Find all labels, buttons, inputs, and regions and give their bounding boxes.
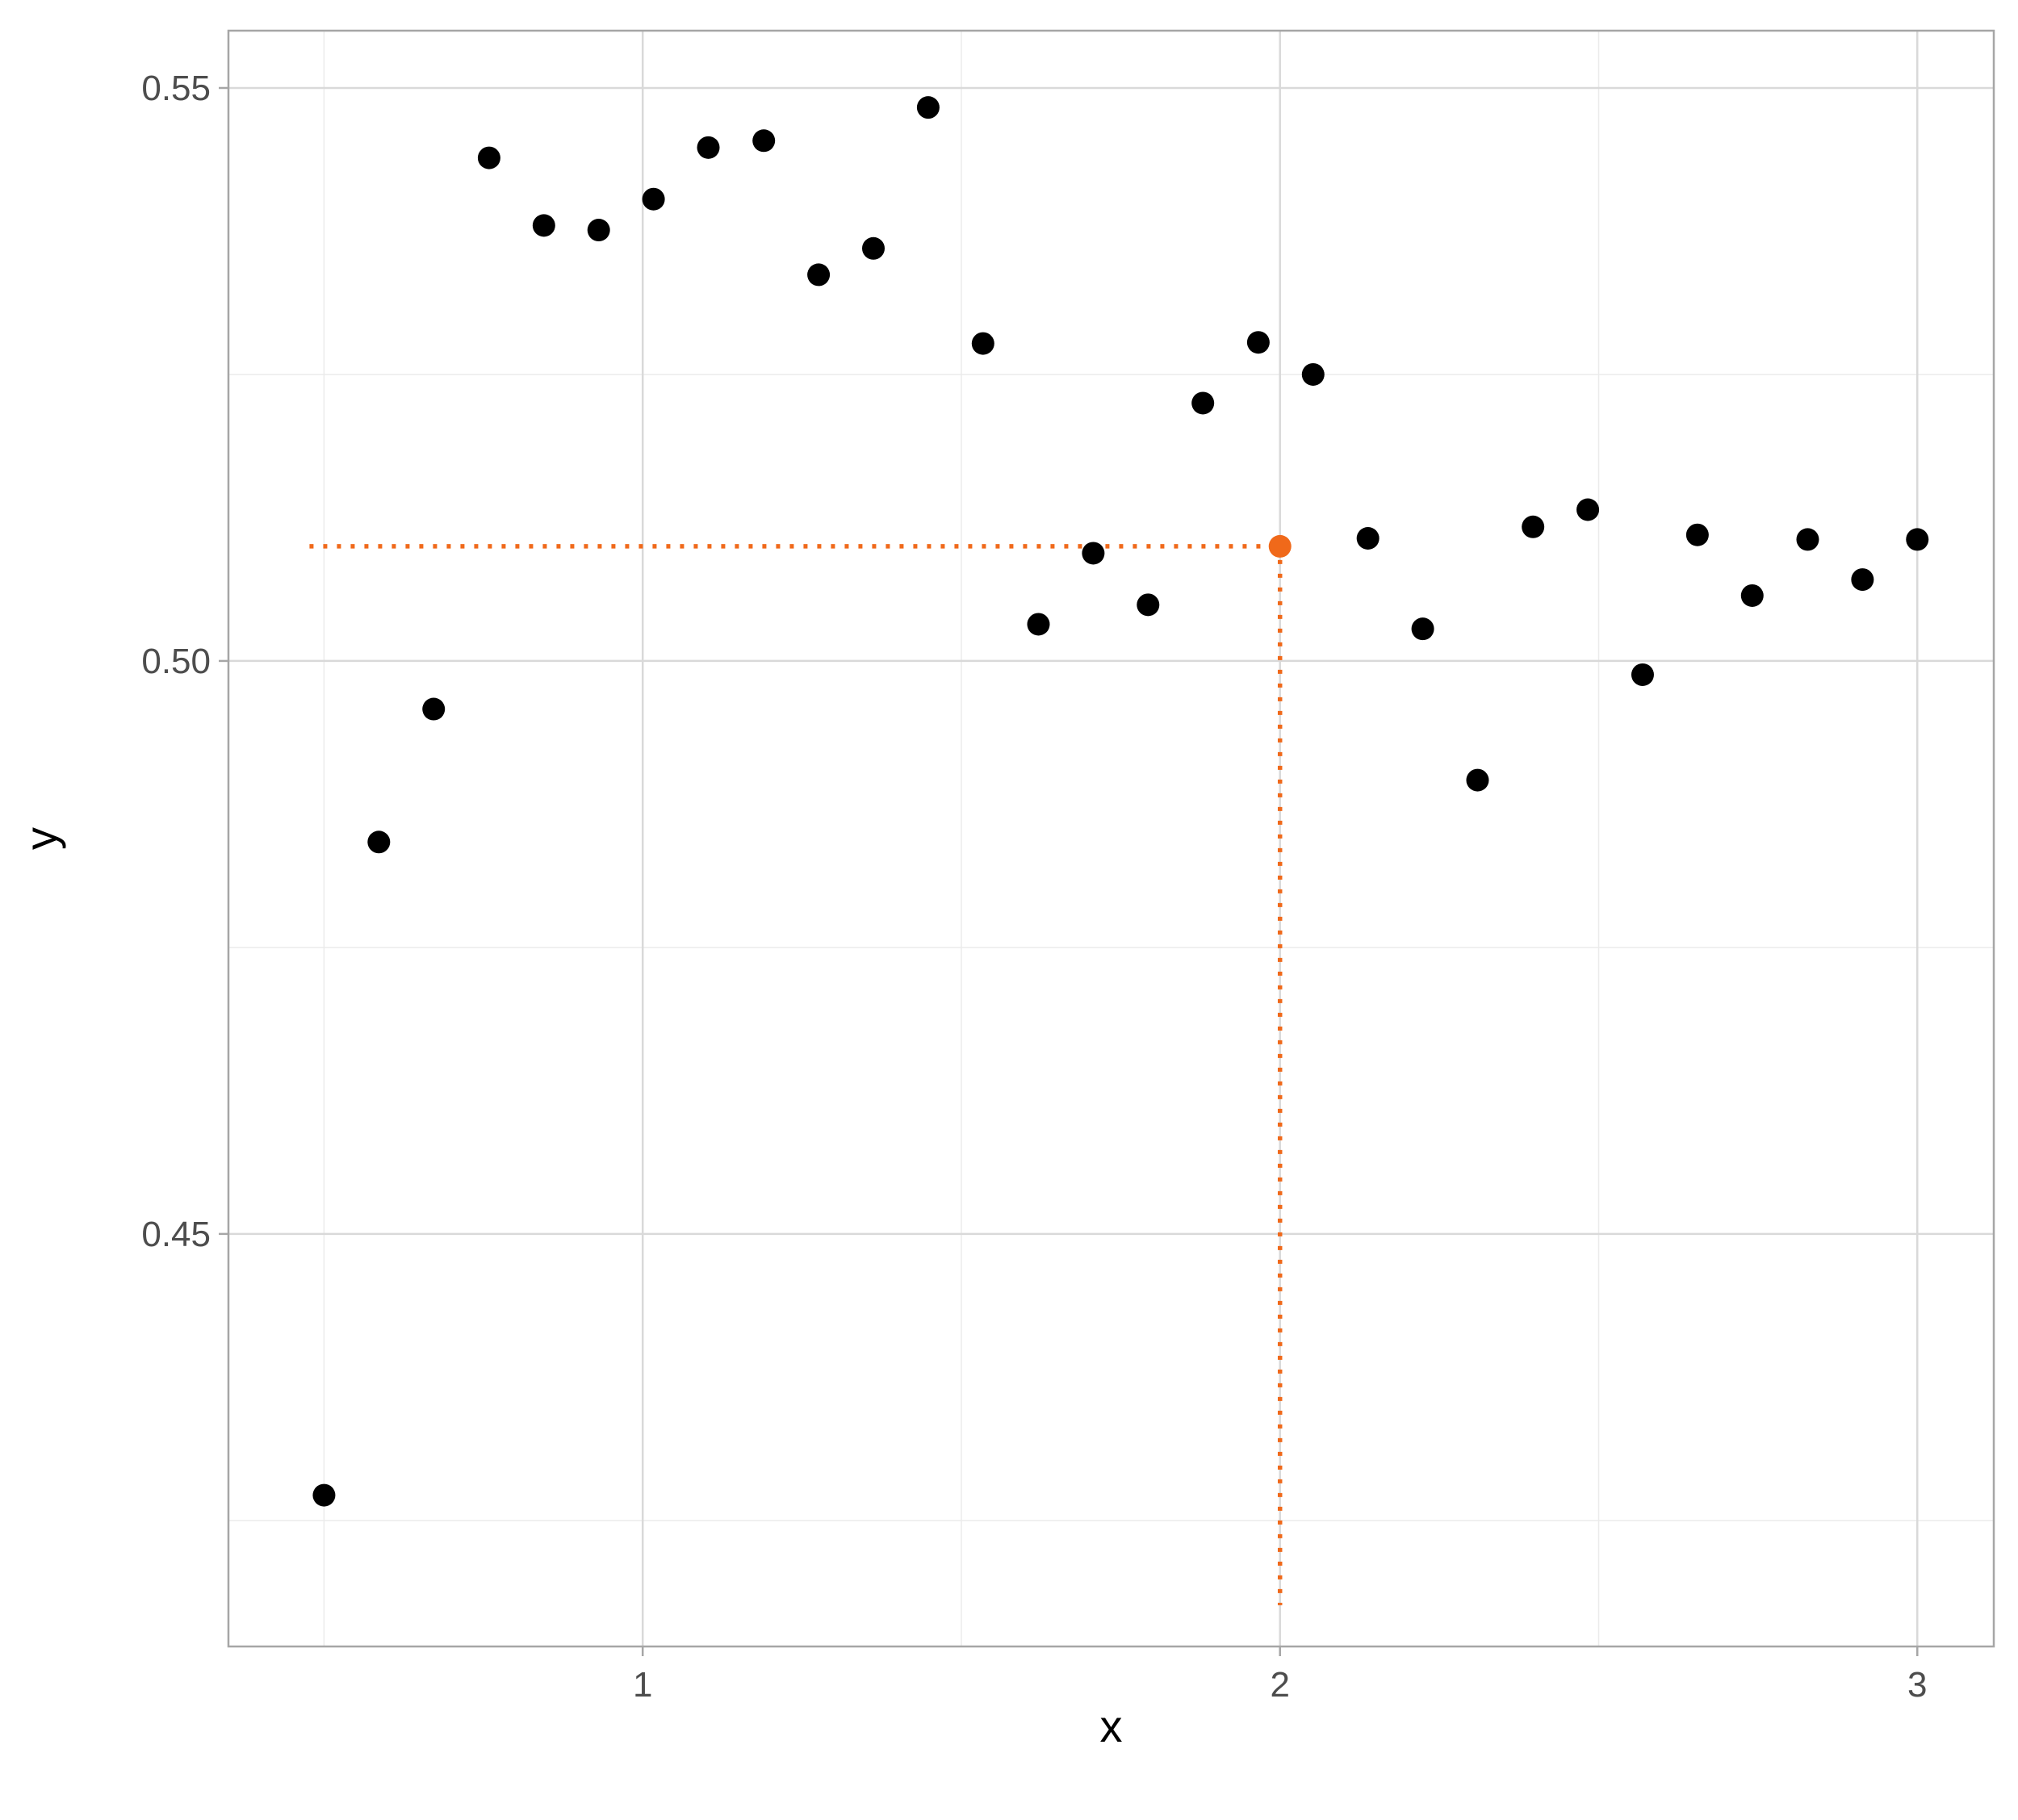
x-axis-title: x — [1100, 1701, 1123, 1751]
data-point — [1191, 391, 1215, 415]
data-point — [642, 187, 665, 211]
data-point — [1796, 528, 1819, 551]
data-point — [422, 697, 446, 721]
highlighted-data-point — [1268, 534, 1292, 558]
data-point — [971, 332, 994, 355]
data-points — [312, 96, 1929, 1507]
data-point — [1466, 768, 1489, 792]
data-point — [312, 1483, 336, 1507]
data-point — [587, 219, 610, 242]
data-point — [1027, 613, 1050, 636]
y-tick-label: 0.45 — [141, 1215, 211, 1254]
data-point — [752, 129, 776, 153]
y-tick-label: 0.50 — [141, 642, 211, 681]
data-point — [1631, 663, 1654, 686]
axis-ticks: 1 2 3 0.45 0.50 0.55 — [141, 69, 1927, 1705]
x-tick-label: 2 — [1270, 1665, 1289, 1705]
data-point — [1685, 523, 1709, 546]
x-tick-label: 3 — [1907, 1665, 1927, 1705]
data-point — [1851, 568, 1874, 592]
x-tick-label: 1 — [633, 1665, 652, 1705]
y-axis-title: y — [15, 827, 66, 850]
y-tick-label: 0.55 — [141, 69, 211, 108]
data-point — [1522, 515, 1545, 538]
data-point — [697, 136, 720, 159]
data-point — [1411, 617, 1434, 641]
data-point — [1576, 498, 1600, 521]
data-point — [1082, 542, 1105, 565]
data-point — [807, 263, 831, 287]
data-point — [1906, 528, 1929, 551]
data-point — [1356, 526, 1380, 550]
data-point — [532, 214, 555, 237]
data-point — [367, 831, 391, 854]
data-point — [1301, 362, 1325, 386]
data-point — [477, 146, 500, 169]
data-point — [1246, 331, 1270, 354]
grid-lines — [228, 31, 1994, 1646]
data-point — [1740, 584, 1764, 607]
data-point — [1137, 593, 1160, 617]
data-point — [916, 96, 940, 119]
data-point — [862, 236, 885, 260]
plot-panel-border — [227, 29, 1995, 1648]
